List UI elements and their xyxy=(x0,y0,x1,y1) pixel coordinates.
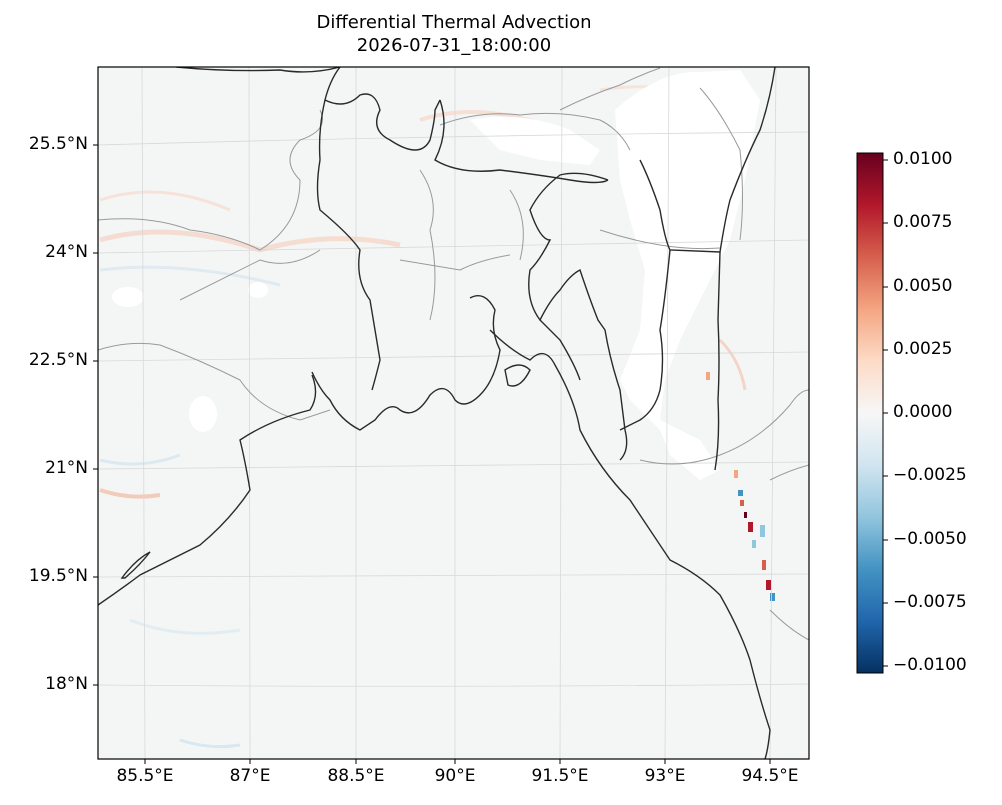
lon-label: 85.5°E xyxy=(116,766,174,786)
lon-label: 88.5°E xyxy=(327,766,385,786)
lon-label: 94.5°E xyxy=(741,766,799,786)
colorbar-tick-label: 0.0100 xyxy=(893,149,953,169)
lat-label: 18°N xyxy=(45,674,88,694)
map-timestamp: 2026-07-31_18:00:00 xyxy=(356,35,552,56)
colorbar-ticks xyxy=(883,159,888,667)
lon-label: 87°E xyxy=(229,766,271,786)
lon-label: 93°E xyxy=(644,766,686,786)
lat-label: 19.5°N xyxy=(28,566,88,586)
graticule xyxy=(98,67,809,759)
colorbar-tick-label: 0.0050 xyxy=(893,276,953,296)
advection-streak xyxy=(706,372,775,601)
lon-label: 90°E xyxy=(434,766,476,786)
masked-areas xyxy=(112,70,760,480)
colorbar-tick-label: 0.0025 xyxy=(893,339,953,359)
lat-label: 22.5°N xyxy=(28,350,88,370)
map-area xyxy=(98,67,809,759)
colorbar xyxy=(856,152,884,674)
colorbar-tick-label: −0.0025 xyxy=(893,465,967,485)
map-frame xyxy=(97,66,810,760)
map-title: Differential Thermal Advection xyxy=(316,12,592,33)
coastline xyxy=(98,67,776,759)
colorbar-tick-label: 0.0075 xyxy=(893,212,953,232)
admin-borders xyxy=(98,67,809,641)
lon-tick-marks xyxy=(144,759,771,764)
lat-label: 24°N xyxy=(45,242,88,262)
lat-label: 21°N xyxy=(45,458,88,478)
lat-label: 25.5°N xyxy=(28,134,88,154)
colorbar-tick-label: −0.0050 xyxy=(893,529,967,549)
lat-tick-marks xyxy=(93,144,98,686)
colorbar-tick-label: −0.0075 xyxy=(893,592,967,612)
lon-label: 91.5°E xyxy=(531,766,589,786)
colorbar-tick-label: −0.0100 xyxy=(893,655,967,675)
colorbar-tick-label: 0.0000 xyxy=(893,402,953,422)
